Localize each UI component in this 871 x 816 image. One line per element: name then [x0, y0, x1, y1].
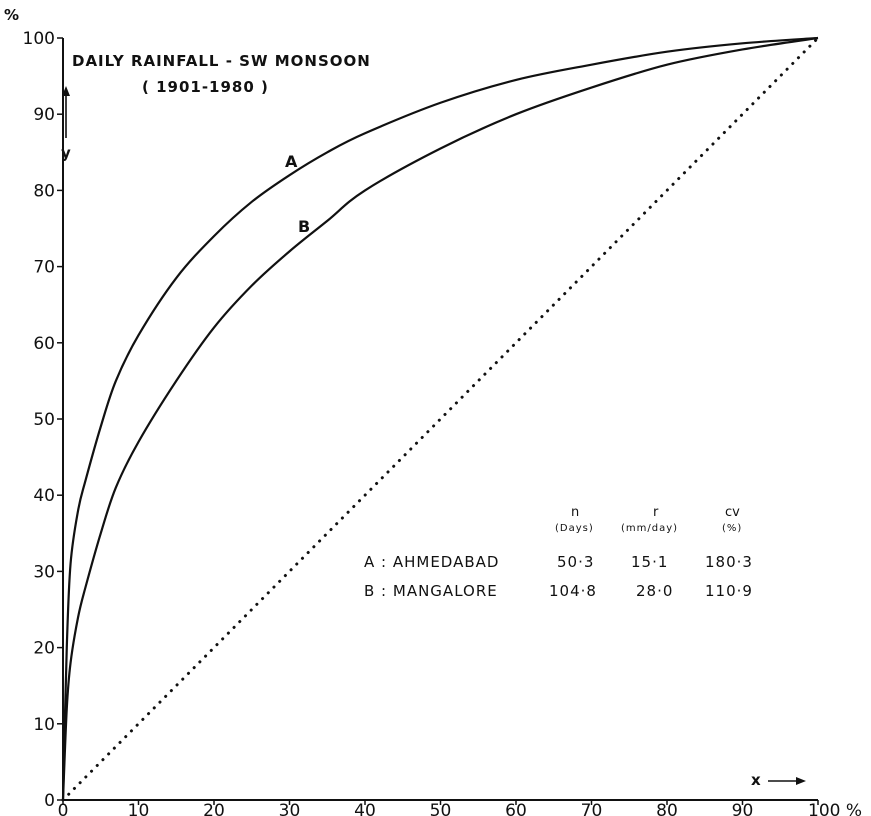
y-axis-arrow [62, 86, 70, 138]
x-tick-label: 10 [128, 801, 150, 816]
table-subheader-cv: (%) [722, 523, 742, 534]
y-tick-label: 40 [33, 486, 55, 506]
table-row-a-r: 15·1 [631, 553, 668, 571]
x-tick-label: 20 [203, 801, 225, 816]
table-row-b-cv: 110·9 [705, 582, 753, 600]
y-axis-label: y [61, 144, 71, 162]
y-tick-label: 80 [33, 181, 55, 201]
y-tick-label: 50 [33, 410, 55, 430]
y-tick-label: 90 [33, 105, 55, 125]
stats-table: n r cv (Days) (mm/day) (%) A : AHMEDABAD… [364, 505, 753, 600]
equality-line [61, 36, 820, 802]
curve-label-b: B [298, 217, 310, 236]
table-row-b-r: 28·0 [636, 582, 673, 600]
y-tick-label: 60 [33, 334, 55, 354]
series-line-a [61, 36, 819, 801]
table-row-a-cv: 180·3 [705, 553, 753, 571]
series-line-b [61, 36, 819, 801]
y-tick-label: 0 [44, 791, 55, 811]
table-row-b-station: B : MANGALORE [364, 582, 498, 600]
y-tick-label: 30 [33, 562, 55, 582]
series-group [61, 36, 820, 802]
x-tick-label: 60 [505, 801, 527, 816]
table-row-a-station: A : AHMEDABAD [364, 553, 499, 571]
y-tick-label: 10 [33, 715, 55, 735]
x-axis-arrow [768, 777, 806, 785]
table-subheader-r: (mm/day) [621, 523, 678, 534]
y-tick-label: 70 [33, 258, 55, 278]
curve-label-a: A [285, 152, 298, 171]
chart-title: DAILY RAINFALL - SW MONSOON [72, 52, 371, 70]
y-axis-unit: % [4, 6, 19, 24]
x-tick-label: 30 [279, 801, 301, 816]
x-tick-label: 100 % [808, 801, 862, 816]
chart-subtitle: ( 1901-1980 ) [142, 78, 269, 96]
y-tick-label: 20 [33, 639, 55, 659]
table-header-r: r [653, 505, 659, 520]
x-tick-label: 90 [732, 801, 754, 816]
x-tick-label: 50 [430, 801, 452, 816]
table-subheader-n: (Days) [555, 523, 594, 534]
x-tick-label: 70 [581, 801, 603, 816]
ticks: 0 10 20 30 40 50 60 70 80 90 100 0 10 20 30 40 50 60 70 80 9… [23, 29, 862, 816]
table-header-n: n [571, 505, 579, 520]
table-row-b-n: 104·8 [549, 582, 597, 600]
table-header-cv: cv [725, 505, 740, 520]
x-axis-label: x [751, 771, 761, 789]
x-tick-label: 80 [656, 801, 678, 816]
y-tick-label: 100 [23, 29, 55, 49]
table-row-a-n: 50·3 [557, 553, 594, 571]
x-tick-label: 40 [354, 801, 376, 816]
x-tick-label: 0 [58, 801, 69, 816]
